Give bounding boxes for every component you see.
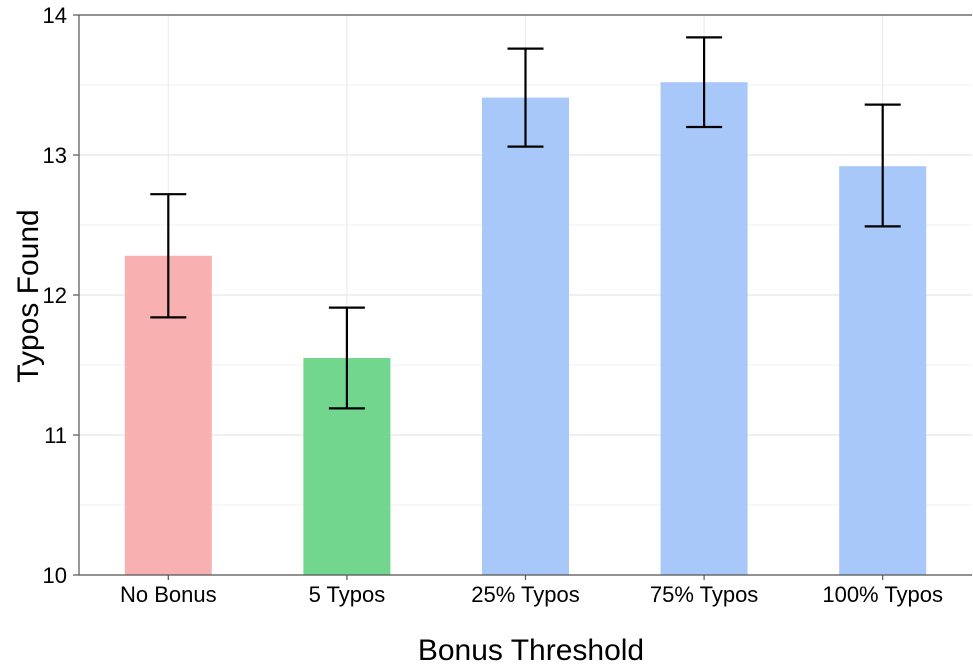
x-tick-label: 75% Typos <box>650 582 758 607</box>
bar-100-typos <box>839 166 927 575</box>
x-tick-label: 5 Typos <box>309 582 386 607</box>
bars <box>124 82 927 576</box>
bar-25-typos <box>482 97 569 575</box>
y-tick-label: 10 <box>43 563 67 588</box>
y-tick-label: 11 <box>44 423 67 448</box>
y-tick-label: 12 <box>43 283 67 308</box>
y-axis-title: Typos Found <box>12 209 45 382</box>
x-axis-title: Bonus Threshold <box>418 634 644 665</box>
axes <box>73 14 972 580</box>
x-tick-label: No Bonus <box>120 582 217 607</box>
tick-labels: 10 11 12 13 14 No Bonus 5 Typos 25% Typos 75% Ty… <box>43 3 944 607</box>
y-tick-label: 13 <box>43 143 67 168</box>
x-tick-label: 25% Typos <box>471 582 579 607</box>
x-tick-label: 100% Typos <box>822 582 943 607</box>
error-bars <box>150 36 901 410</box>
bar-75-typos <box>660 82 748 575</box>
y-tick-label: 14 <box>43 3 67 28</box>
